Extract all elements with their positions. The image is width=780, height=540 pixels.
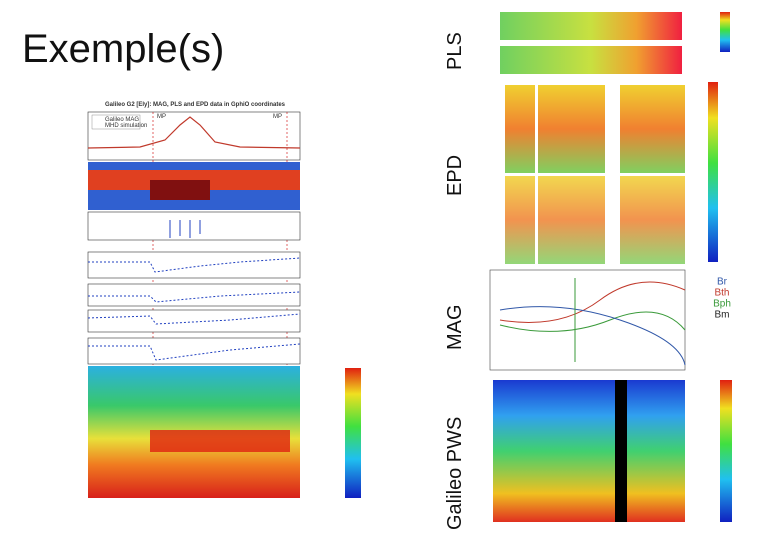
side-label: MAG <box>444 304 466 350</box>
side-label: EPD <box>444 155 466 196</box>
mag-legend-entry: Bth <box>714 288 729 299</box>
mag-legend-entry: Bm <box>715 310 730 321</box>
right-figure <box>489 12 732 522</box>
legend-entry: MHD simulation <box>105 123 147 129</box>
side-label: PLS <box>444 32 466 70</box>
side-label: Galileo PWS <box>444 417 466 530</box>
mag-legend-entry: Bph <box>713 299 731 310</box>
marker-label: MP <box>157 114 166 120</box>
left-figure: Galileo G2 [Ely]: MAG, PLS and EPD data … <box>87 102 361 498</box>
slide-title: Exemple(s) <box>22 27 224 71</box>
marker-label: MP <box>273 114 282 120</box>
legend-entry: Galileo MAG <box>105 117 139 123</box>
figure-title: Galileo G2 [Ely]: MAG, PLS and EPD data … <box>105 102 286 108</box>
mag-legend-entry: Br <box>717 277 728 288</box>
